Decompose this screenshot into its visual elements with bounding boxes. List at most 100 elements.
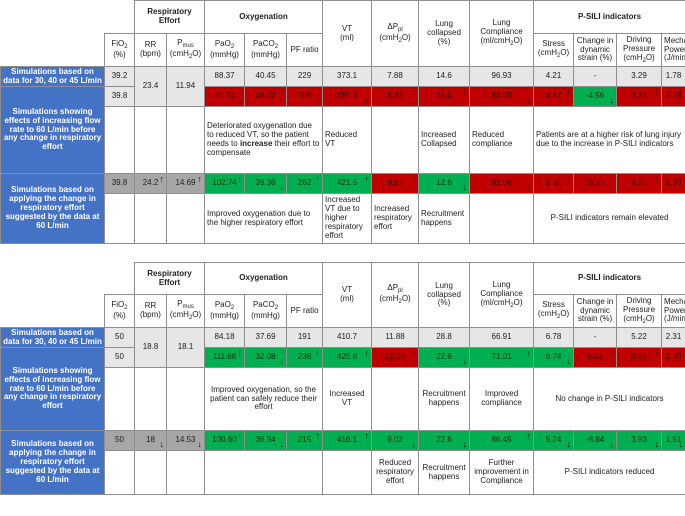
cell-stress: 5.37 ↑: [533, 173, 575, 194]
cell-driving-pressure: 3.29: [616, 66, 663, 87]
dpl-note: Reduced respiratory effort: [371, 450, 420, 495]
row-label-flow-increase: Simulations showing effects of increasin…: [0, 347, 105, 431]
arrow-up-icon: ↑: [566, 87, 572, 97]
arrow-up-icon: ↑: [411, 348, 417, 358]
cell-rr: 24.2 ↑: [134, 173, 167, 194]
cell-vt: 355.9 ↓: [322, 86, 373, 107]
arrow-down-icon: ↓: [462, 356, 468, 366]
cell-pao2: 88.37: [204, 66, 246, 87]
row-label-flow-increase: Simulations showing effects of increasin…: [0, 86, 105, 174]
arrow-down-icon: ↓: [609, 439, 615, 449]
arrow-up-icon: ↑: [197, 174, 203, 184]
arrow-down-icon: ↓: [197, 439, 203, 449]
cell-paco2: 32.08 ↓: [244, 347, 288, 368]
cell-mechanical-power: 2.25 ↑: [661, 86, 685, 107]
arrow-down-icon: ↓: [279, 439, 285, 449]
cell-paco2: 39.36 ↓: [244, 173, 288, 194]
cell-compliance: 84.28 ↓: [469, 86, 535, 107]
cell-rr: 18.8: [134, 327, 167, 368]
driving-pressure-header: Driving Pressure (cmH2O): [616, 294, 663, 328]
oxygenation-note: Improved oxygenation due to the higher r…: [204, 193, 324, 244]
lung-compliance-header: Lung Compliance (ml/cmH2O): [469, 262, 535, 328]
arrow-up-icon: ↑: [279, 87, 285, 97]
pao2-header: PaO2 (mmHg): [204, 33, 246, 67]
cell-pao2: 100.60 ↑: [204, 430, 246, 451]
cell-rr: 23.4: [134, 66, 167, 107]
arrow-down-icon: ↓: [678, 439, 684, 449]
cell-collapsed: 14.6: [418, 66, 471, 87]
arrow-down-icon: ↓: [566, 439, 572, 449]
psili-header: P-SILI indicators: [533, 0, 685, 34]
cell-driving-pressure: 3.93 ↓: [616, 430, 663, 451]
cell-pf: 191: [286, 327, 324, 348]
cell-paco2: 36.94 ↓: [244, 430, 288, 451]
cell-compliance: 96.93: [469, 66, 535, 87]
cell-dpl: 9.02 ↓: [371, 430, 420, 451]
oxygenation-header: Oxygenation: [204, 262, 324, 295]
cell-mechanical-power: 1.51 ↓: [661, 430, 685, 451]
cell-collapsed: 22.6 ↓: [418, 430, 471, 451]
lung-collapsed-header: Lung collapsed (%): [418, 262, 471, 328]
cell-collapsed: 12.6 ↓: [418, 173, 471, 194]
arrow-down-icon: ↓: [609, 95, 615, 105]
stress-header: Stress (cmH2O): [533, 294, 575, 328]
arrow-down-icon: ↓: [279, 182, 285, 192]
vt-header: VT (ml): [322, 0, 373, 67]
cell-dpl: 11.88: [371, 327, 420, 348]
compliance-note: Improved compliance: [469, 367, 535, 431]
cell-fio2: 50: [104, 347, 135, 368]
vt-note: Increased VT due to higher respiratory e…: [322, 193, 373, 244]
stress-header: Stress (cmH2O): [533, 33, 575, 67]
arrow-up-icon: ↑: [237, 174, 243, 184]
paco2-header: PaCO2 (mmHg): [244, 294, 288, 328]
cell-dpl: 9.87 ↑: [371, 173, 420, 194]
fio2-header: FiO2 (%): [104, 33, 135, 67]
cell-stress: 5.24 ↓: [533, 430, 575, 451]
collapsed-note: Recruitment happens: [418, 450, 471, 495]
row-label-effort-change: Simulations based on applying the change…: [0, 430, 105, 495]
cell-strain: -4.56 ↓: [573, 86, 618, 107]
driving-pressure-header: Driving Pressure (cmH2O): [616, 33, 663, 67]
cell-stress: 6.78: [533, 327, 575, 348]
cell-collapsed: 28.8: [418, 327, 471, 348]
arrow-up-icon: ↑: [315, 431, 321, 441]
psili-note: P-SILI indicators remain elevated: [533, 193, 685, 244]
cell-pmus: 11.94: [165, 66, 206, 107]
arrow-down-icon: ↓: [526, 182, 532, 192]
table-flow-45: Respiratory Effort Oxygenation VT (ml) ΔP…: [0, 0, 685, 244]
cell-collapsed: 22.6 ↓: [418, 347, 471, 368]
cell-fio2: 39.8: [104, 86, 135, 107]
cell-mechanical-power: 2.31: [661, 327, 685, 348]
arrow-up-icon: ↑: [526, 431, 532, 441]
cell-driving-pressure: 5.38 ↑: [616, 347, 663, 368]
strain-header: Change in dynamic strain (%): [573, 33, 618, 67]
arrow-down-icon: ↓: [237, 95, 243, 105]
arrow-up-icon: ↑: [315, 348, 321, 358]
cell-fio2: 39.8: [104, 173, 135, 194]
collapsed-note: Recruitment happens: [418, 193, 471, 244]
cell-pao2: 81.74 ↓: [204, 86, 246, 107]
arrow-down-icon: ↓: [566, 356, 572, 366]
arrow-down-icon: ↓: [462, 182, 468, 192]
paco2-header: PaCO2 (mmHg): [244, 33, 288, 67]
arrow-down-icon: ↓: [159, 439, 165, 449]
cell-compliance: 91.06 ↓: [469, 173, 535, 194]
arrow-down-icon: ↓: [411, 439, 417, 449]
cell-mechanical-power: 1.78: [661, 66, 685, 87]
cell-paco2: 46.02 ↑: [244, 86, 288, 107]
cell-dpl: 7.88: [371, 66, 420, 87]
arrow-up-icon: ↑: [364, 174, 370, 184]
cell-vt: 410.7: [322, 327, 373, 348]
fio2-header: FiO2 (%): [104, 294, 135, 328]
arrow-up-icon: ↑: [678, 174, 684, 184]
resp-effort-header: Respiratory Effort: [133, 262, 206, 295]
rr-header: RR (bpm): [134, 33, 167, 67]
oxygenation-note: Deteriorated oxygenation due to reduced …: [204, 106, 324, 174]
mechanical-power-header: Mechanical Power (J/min): [661, 294, 685, 328]
cell-paco2: 40.45: [244, 66, 288, 87]
row-label-effort-change: Simulations based on applying the change…: [0, 173, 105, 244]
oxygenation-header: Oxygenation: [204, 0, 324, 34]
cell-compliance: 86.45 ↑: [469, 430, 535, 451]
cell-strain: -: [573, 66, 618, 87]
cell-pf: 262 ↑: [286, 173, 324, 194]
